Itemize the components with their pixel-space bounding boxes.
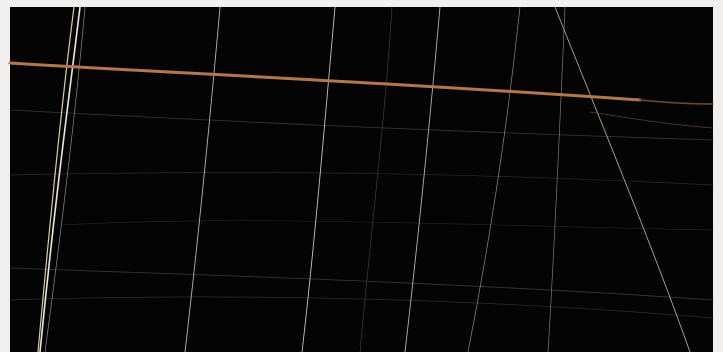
vein [547,6,566,352]
vein [44,6,86,352]
gold-vein [639,99,714,105]
vein [554,6,691,352]
marble-slab [10,7,713,352]
vein [467,6,521,352]
vein [359,6,393,352]
veins [8,6,714,352]
vein [9,109,714,141]
vein [184,6,221,352]
vein [9,267,714,301]
vein [301,6,336,352]
gold-vein [8,61,642,102]
vein [59,220,714,231]
vein [9,296,714,319]
gold-vein [589,111,714,129]
vein [37,6,75,352]
vein [9,172,714,186]
vein [404,6,441,352]
vein [39,6,81,352]
